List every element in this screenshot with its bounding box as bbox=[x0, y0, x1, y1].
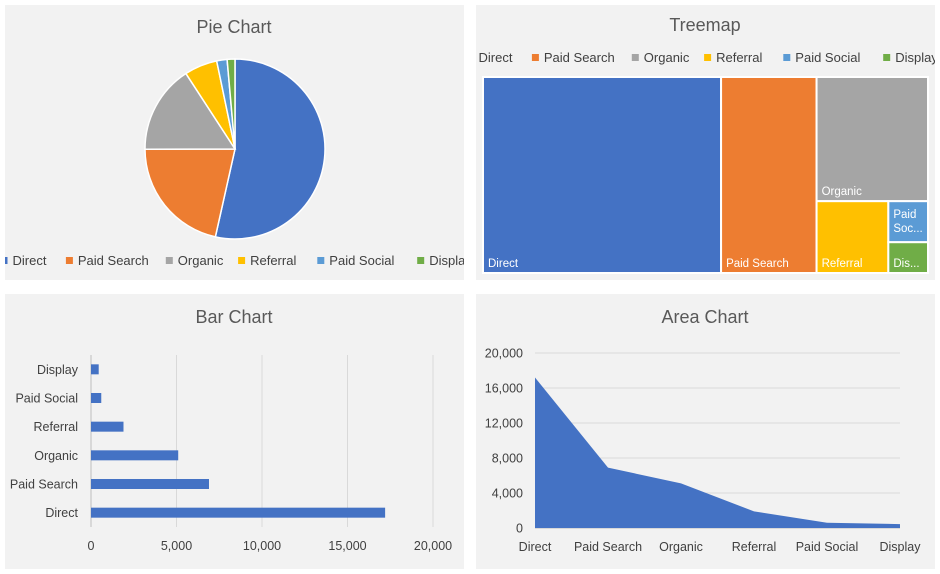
y-tick-label: Paid Search bbox=[10, 478, 78, 492]
legend-swatch-display bbox=[883, 54, 891, 61]
pie-slice-display bbox=[226, 58, 236, 150]
treemap-tile-organic bbox=[815, 76, 930, 203]
x-tick-label: 10,000 bbox=[243, 539, 281, 553]
legend-label-paid-search: Paid Search bbox=[544, 50, 615, 65]
x-tick-label: Direct bbox=[519, 540, 552, 554]
y-tick-label: 8,000 bbox=[492, 452, 523, 466]
x-tick-label: 15,000 bbox=[328, 539, 366, 553]
y-tick-label: 16,000 bbox=[485, 382, 523, 396]
legend-label-organic: Organic bbox=[178, 253, 224, 268]
legend-label-display: Display bbox=[429, 253, 464, 268]
treemap-tile-direct bbox=[482, 76, 723, 274]
bar-chart: Bar Chart 0 5,000 10,000 15,000 20,000 Direct P… bbox=[10, 307, 452, 553]
x-tick-label: Paid Social bbox=[796, 540, 859, 554]
y-tick-label: Paid Social bbox=[15, 392, 78, 406]
chart-title: Pie Chart bbox=[196, 17, 271, 37]
chart-title: Treemap bbox=[669, 15, 740, 35]
legend-swatch-paid-search bbox=[65, 257, 73, 264]
y-tick-label: 4,000 bbox=[492, 487, 523, 501]
legend-swatch-organic bbox=[165, 257, 173, 264]
legend-label-paid-social: Paid Social bbox=[329, 253, 394, 268]
chart-title: Area Chart bbox=[661, 307, 748, 327]
treemap-label-paid-social-2: Soc... bbox=[893, 223, 922, 235]
treemap-label-referral: Referral bbox=[822, 258, 863, 270]
pie-chart-panel: Pie Chart Direct Paid Search Organic Referra… bbox=[5, 5, 464, 280]
legend-label-organic: Organic bbox=[644, 50, 690, 65]
legend-label-paid-social: Paid Social bbox=[795, 50, 860, 65]
legend-label-direct: Direct bbox=[13, 253, 47, 268]
legend-swatch-referral bbox=[238, 257, 246, 264]
legend-label-display: Display bbox=[895, 50, 935, 65]
x-tick-label: Referral bbox=[732, 540, 776, 554]
y-tick-label: Referral bbox=[34, 420, 78, 434]
legend-label-referral: Referral bbox=[716, 50, 762, 65]
bar-display bbox=[91, 364, 99, 375]
treemap-chart: Treemap Direct Paid Search Organic Referral P… bbox=[479, 15, 935, 275]
treemap-tile-paid-search bbox=[720, 76, 818, 274]
y-tick-label: Display bbox=[37, 363, 79, 377]
treemap-label-organic: Organic bbox=[822, 186, 863, 198]
treemap-label-paid-search: Paid Search bbox=[726, 258, 789, 270]
legend-label-paid-search: Paid Search bbox=[78, 253, 149, 268]
bar-paid-social bbox=[91, 393, 102, 403]
chart-title: Bar Chart bbox=[195, 307, 272, 327]
legend-swatch-referral bbox=[704, 54, 712, 61]
treemap-label-display: Dis... bbox=[893, 258, 919, 270]
x-tick-label: 0 bbox=[88, 539, 95, 553]
treemap-label-paid-social: Paid bbox=[893, 209, 916, 221]
bar-direct bbox=[91, 507, 386, 518]
x-tick-label: Display bbox=[880, 540, 922, 554]
treemap-panel: Treemap Direct Paid Search Organic Referral P… bbox=[476, 5, 935, 280]
x-tick-label: Paid Search bbox=[574, 540, 642, 554]
area-chart-panel: Area Chart 0 4,000 8,000 12,000 16,000 20,000 D… bbox=[476, 294, 935, 569]
pie-slice-paid-search bbox=[144, 148, 236, 238]
bar-paid-search bbox=[91, 479, 209, 489]
y-tick-label: 20,000 bbox=[485, 347, 523, 361]
legend-swatch-display bbox=[417, 257, 425, 264]
treemap-tile-referral bbox=[815, 200, 890, 275]
pie-chart: Pie Chart Direct Paid Search Organic Referra… bbox=[5, 17, 464, 268]
legend-swatch-paid-search bbox=[531, 54, 539, 61]
y-tick-label: 12,000 bbox=[485, 417, 523, 431]
legend-swatch-organic bbox=[631, 54, 639, 61]
legend-label-direct: Direct bbox=[479, 50, 513, 65]
bar-organic bbox=[91, 450, 179, 461]
area-chart: Area Chart 0 4,000 8,000 12,000 16,000 20,000 D… bbox=[485, 307, 922, 554]
y-tick-label: Organic bbox=[34, 449, 78, 463]
treemap-tile-paid-social bbox=[887, 200, 930, 244]
treemap-label-direct: Direct bbox=[488, 258, 519, 270]
x-tick-label: 5,000 bbox=[161, 539, 192, 553]
bar-referral bbox=[91, 421, 124, 432]
legend-swatch-paid-social bbox=[783, 54, 791, 61]
y-tick-label: 0 bbox=[516, 522, 523, 536]
legend-swatch-direct bbox=[5, 257, 8, 264]
pie-slice-organic bbox=[144, 72, 237, 150]
y-tick-label: Direct bbox=[45, 506, 78, 520]
bar-chart-panel: Bar Chart 0 5,000 10,000 15,000 20,000 Direct P… bbox=[5, 294, 464, 569]
area-series bbox=[535, 377, 900, 528]
x-tick-label: 20,000 bbox=[414, 539, 452, 553]
pie-slice-direct bbox=[214, 58, 326, 240]
treemap-tile-display bbox=[887, 241, 930, 274]
x-tick-label: Organic bbox=[659, 540, 703, 554]
legend-label-referral: Referral bbox=[250, 253, 296, 268]
legend-swatch-paid-social bbox=[317, 257, 325, 264]
